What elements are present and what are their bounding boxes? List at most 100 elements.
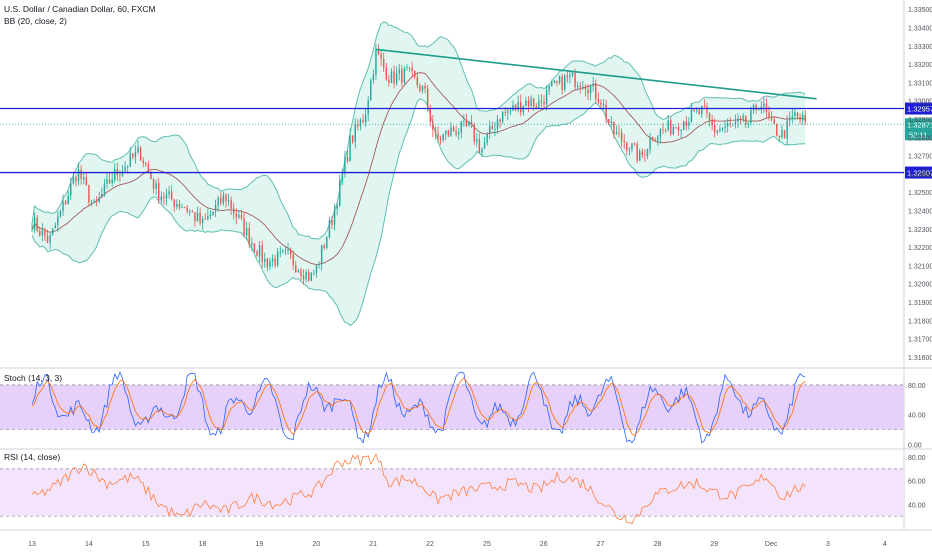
countdown-label: 52:11 [909,130,927,139]
candle-body [773,119,775,125]
x-tick-label: 18 [199,541,207,548]
candle-body [114,169,116,180]
candle-body [287,249,289,251]
candle-body [636,143,638,161]
candle-body [447,130,450,136]
price-tick-label: 1.32500 [908,190,932,197]
candle-body [119,175,121,176]
candle-body [592,83,594,87]
candle-body [33,217,36,230]
candle-body [639,151,641,161]
candle-body [181,207,183,209]
bb-lower-line [31,98,806,327]
candle-body [204,218,206,220]
candle-body [457,132,460,135]
candle-body [786,120,788,139]
candle-body [791,115,794,118]
candle-body [57,216,59,226]
candle-body [194,212,196,222]
current-price-label: 1.32871 [907,120,932,129]
rsi-pane[interactable] [0,453,904,525]
candle-body [354,124,356,142]
candle-body [569,75,571,78]
candle-body [160,196,163,201]
candle-body [794,112,796,116]
candle-body [289,249,292,255]
candle-body [411,67,413,71]
candle-body [163,196,165,199]
candle-body [724,126,726,129]
level-price-label: 1.32607 [907,169,932,178]
candle-body [307,271,310,281]
candle-body [395,73,398,84]
stochastic-pane[interactable] [0,371,904,444]
candle-body [176,203,178,207]
candle-body [222,194,225,204]
candle-body [680,129,682,132]
candle-body [341,173,344,180]
candle-body [701,106,703,115]
candle-body [357,124,359,127]
candle-body [67,195,69,205]
price-tick-label: 1.33500 [908,7,932,14]
candle-body [279,251,281,253]
candle-body [512,104,514,111]
candle-body [426,88,429,108]
trend-line[interactable] [375,48,817,100]
candle-body [75,177,77,182]
rsi-tick-label: 40.00 [908,502,926,509]
candle-body [382,58,385,68]
price-pane[interactable] [0,21,904,327]
rsi-label: RSI (14, close) [4,452,61,462]
candle-body [486,134,488,143]
candle-body [212,211,214,215]
candle-body [339,179,341,206]
candle-body [414,70,416,77]
candle-body [274,258,276,266]
candle-body [302,275,305,280]
price-tick-label: 1.32700 [908,154,932,161]
candle-body [465,120,468,127]
stoch-k-line [31,371,806,444]
price-tick-label: 1.32200 [908,245,932,252]
candle-body [626,142,628,151]
candle-body [747,122,750,125]
candle-body [77,169,80,182]
candle-body [344,157,346,174]
candle-body [752,104,755,111]
candle-body [108,179,111,184]
candle-body [587,89,589,94]
price-tick-label: 1.32800 [908,135,932,142]
price-tick-label: 1.31700 [908,337,932,344]
candle-body [535,106,537,109]
candle-body [688,122,690,126]
candle-body [667,120,669,130]
candle-body [129,153,131,167]
candle-body [584,86,587,90]
candle-body [478,139,481,153]
candle-body [677,127,680,132]
candle-body [525,100,527,107]
candle-body [657,136,659,141]
candle-body [31,229,33,231]
candle-body [600,102,602,105]
candle-body [489,126,491,135]
candle-body [59,210,62,217]
candle-body [763,103,765,107]
candle-body [165,194,168,199]
candle-body [620,132,623,141]
x-tick-label: Dec [765,541,778,548]
stoch-tick-label: 80.00 [908,383,926,390]
candle-body [509,110,512,112]
candle-body [429,107,431,122]
candle-body [514,104,517,111]
candle-body [483,142,486,149]
candle-body [719,128,721,131]
candle-body [556,80,558,83]
candle-body [261,245,263,262]
candle-body [375,48,377,75]
candle-body [276,251,279,266]
candle-body [150,171,152,179]
x-tick-label: 3 [826,541,830,548]
